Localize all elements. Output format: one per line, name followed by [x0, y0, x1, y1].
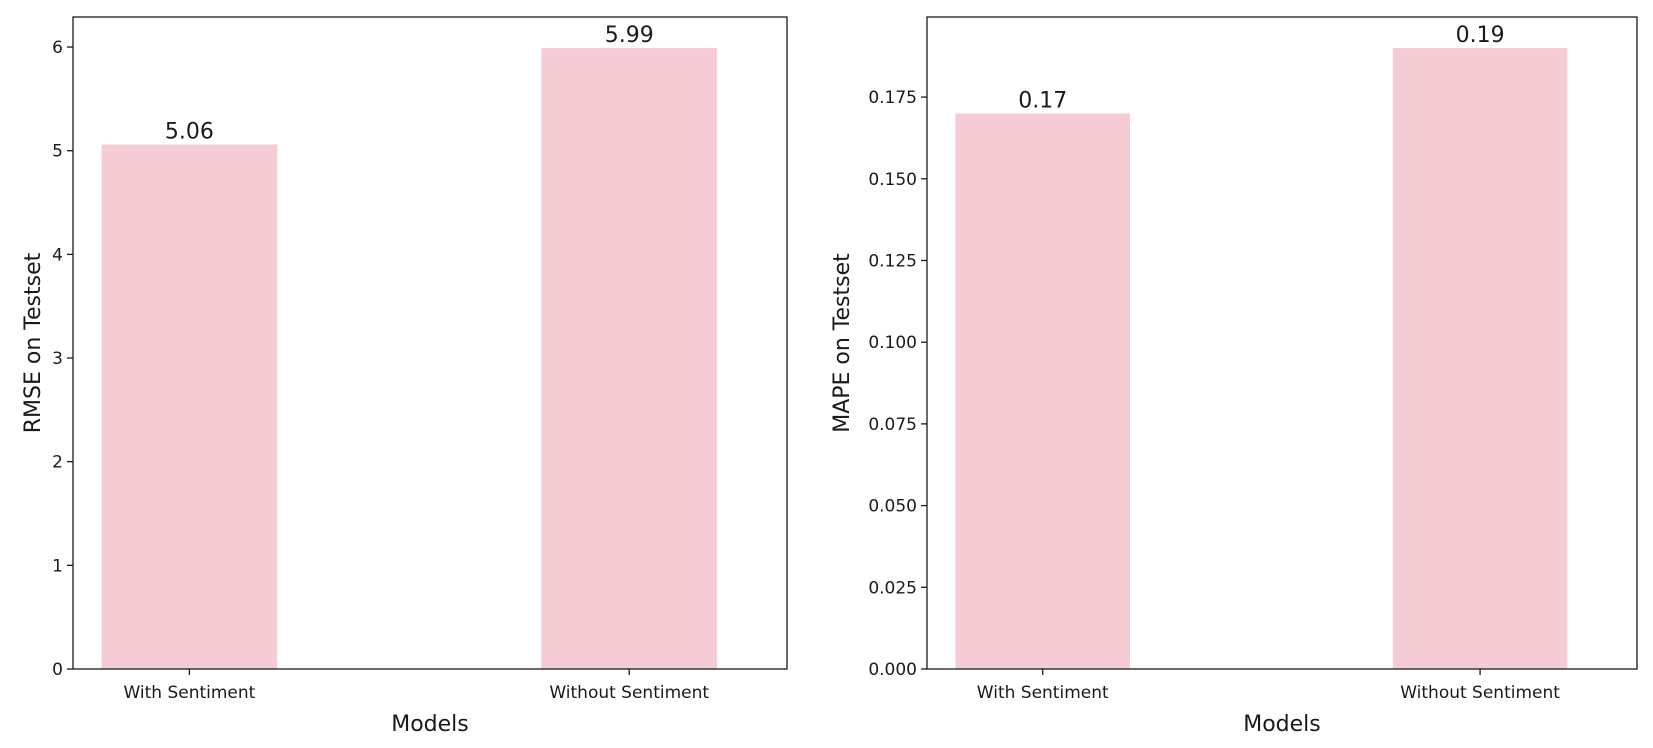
chart-panel-2: 0.17 0.19 0.000 0.025 0.050 0.075 0.100 0.125 0.…	[830, 16, 1638, 737]
y-tick-label: 0.050	[868, 497, 917, 517]
bar-2	[541, 48, 718, 669]
y-tick-label: 2	[52, 453, 63, 473]
y-tick-label: 0.175	[868, 88, 917, 108]
y-axis-title: MAPE on Testset	[830, 253, 855, 433]
y-tick-label: 0.100	[868, 333, 917, 353]
bar-value-label: 0.19	[1456, 23, 1505, 48]
bar-2	[1392, 48, 1568, 670]
y-tick-label: 3	[52, 349, 63, 369]
bar-value-label: 5.06	[165, 119, 214, 144]
y-tick-label: 4	[52, 245, 63, 265]
bar-1	[101, 144, 278, 669]
x-tick-label: With Sentiment	[123, 683, 255, 703]
bar-1	[955, 113, 1131, 670]
x-axis-title: Models	[391, 712, 469, 737]
x-axis-title: Models	[1243, 712, 1321, 737]
axes-frame	[926, 16, 1638, 670]
y-tick-label: 0.025	[868, 578, 917, 598]
axes-frame	[72, 16, 788, 670]
chart-panels: 5.06 5.99 0 1 2 3 4 5 6 With Sentiment Without Sen…	[21, 16, 1638, 737]
y-tick-label: 0.150	[868, 170, 917, 190]
x-tick-label: With Sentiment	[977, 683, 1109, 703]
y-tick-label: 5	[52, 142, 63, 162]
x-tick-label: Without Sentiment	[549, 683, 709, 703]
y-tick-label: 0.000	[868, 660, 917, 680]
y-axis-title: RMSE on Testset	[21, 252, 46, 433]
y-tick-label: 1	[52, 556, 63, 576]
y-tick-label: 6	[52, 38, 63, 58]
bar-value-label: 0.17	[1018, 88, 1067, 113]
y-tick-label: 0	[52, 660, 63, 680]
bar-value-label: 5.99	[605, 23, 654, 48]
x-tick-label: Without Sentiment	[1400, 683, 1560, 703]
y-tick-label: 0.125	[868, 251, 917, 271]
chart-panel-1: 5.06 5.99 0 1 2 3 4 5 6 With Sentiment Without Sen…	[21, 16, 788, 737]
y-tick-label: 0.075	[868, 415, 917, 435]
